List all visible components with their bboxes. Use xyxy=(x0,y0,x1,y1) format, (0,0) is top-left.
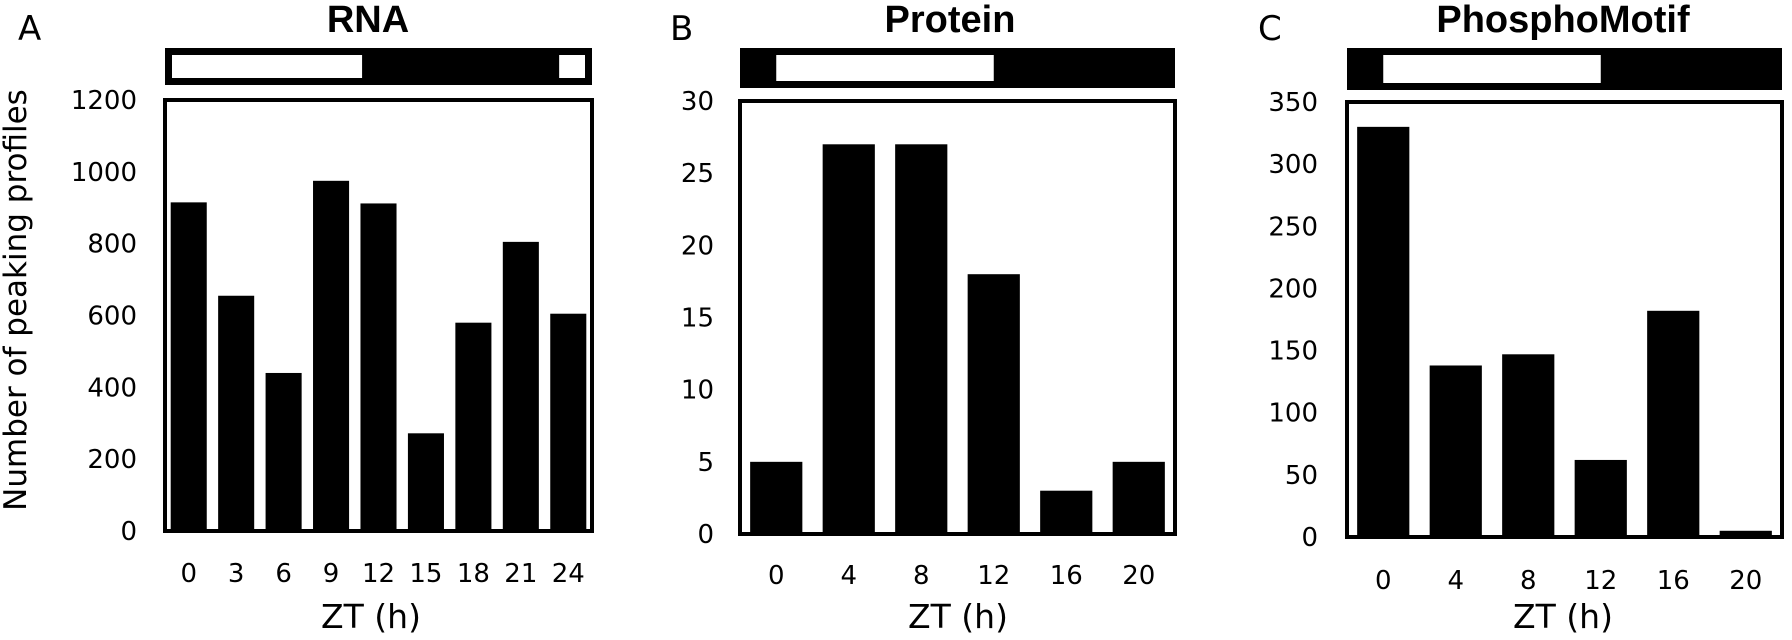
chart-panel: A RNA 0 200 400 600 800 1000 1200 0 3 6 9 12 15 18 21 24 Z… xyxy=(18,0,594,636)
bar xyxy=(1719,530,1772,537)
y-tick-label: 0 xyxy=(120,517,137,547)
y-tick-label: 1200 xyxy=(71,86,137,116)
x-tick-label: 12 xyxy=(977,561,1010,591)
y-tick-label: 30 xyxy=(681,87,714,117)
chart-panel: B Protein 0 5 10 15 20 25 30 0 4 8 12 16 20 ZT (h) xyxy=(670,0,1177,636)
y-tick-label: 10 xyxy=(681,376,714,406)
x-tick-label: 12 xyxy=(362,559,395,589)
y-tick-label: 400 xyxy=(87,373,137,403)
bar xyxy=(550,313,587,531)
plot-frame xyxy=(738,99,1177,536)
y-tick-label: 350 xyxy=(1268,88,1318,118)
x-tick-label: 3 xyxy=(228,559,245,589)
bar xyxy=(1574,459,1627,537)
chart-title: RNA xyxy=(327,0,409,41)
bar xyxy=(407,433,444,531)
y-tick-label: 25 xyxy=(681,159,714,189)
y-tick-label: 300 xyxy=(1268,150,1318,180)
bar xyxy=(822,144,875,535)
bar xyxy=(750,461,803,534)
bar xyxy=(455,322,492,531)
y-tick-label: 20 xyxy=(681,231,714,261)
bar xyxy=(1502,354,1555,537)
bar xyxy=(1040,490,1093,534)
y-tick-label: 0 xyxy=(697,520,714,550)
x-tick-label: 0 xyxy=(180,559,197,589)
x-tick-label: 21 xyxy=(504,559,537,589)
y-axis-label: Number of peaking profiles xyxy=(0,89,34,511)
plot-frame xyxy=(1345,100,1784,539)
x-tick-label: 4 xyxy=(1447,566,1464,596)
y-tick-label: 600 xyxy=(87,302,137,332)
chart-title: Protein xyxy=(885,0,1016,41)
chart-title: PhosphoMotif xyxy=(1436,0,1690,41)
light-phase-segment xyxy=(1383,55,1601,83)
x-tick-label: 16 xyxy=(1657,566,1690,596)
y-tick-label: 5 xyxy=(697,448,714,478)
bar xyxy=(1429,365,1482,537)
y-tick-label: 250 xyxy=(1268,212,1318,242)
y-tick-label: 200 xyxy=(87,445,137,475)
x-axis-label: ZT (h) xyxy=(321,597,421,636)
bar xyxy=(1647,310,1700,537)
bar xyxy=(313,180,350,531)
bar xyxy=(360,203,397,531)
x-tick-label: 12 xyxy=(1584,566,1617,596)
light-phase-segment xyxy=(172,55,363,78)
x-tick-label: 18 xyxy=(457,559,490,589)
panel-letter: A xyxy=(18,9,41,49)
x-axis-label: ZT (h) xyxy=(1513,597,1613,636)
x-tick-label: 0 xyxy=(1375,566,1392,596)
bar xyxy=(1112,461,1165,534)
x-tick-label: 16 xyxy=(1050,561,1083,591)
x-tick-label: 15 xyxy=(409,559,442,589)
bar xyxy=(967,274,1020,534)
y-tick-label: 1000 xyxy=(71,158,137,188)
x-tick-label: 8 xyxy=(913,561,930,591)
bar xyxy=(502,241,539,531)
y-tick-label: 200 xyxy=(1268,274,1318,304)
x-tick-label: 4 xyxy=(840,561,857,591)
y-tick-label: 800 xyxy=(87,230,137,260)
x-tick-label: 20 xyxy=(1122,561,1155,591)
y-tick-label: 50 xyxy=(1285,461,1318,491)
y-tick-label: 15 xyxy=(681,304,714,334)
bar xyxy=(895,144,948,535)
y-tick-label: 100 xyxy=(1268,399,1318,429)
x-tick-label: 6 xyxy=(275,559,292,589)
bar xyxy=(170,202,207,532)
x-tick-label: 0 xyxy=(768,561,785,591)
light-phase-segment xyxy=(559,55,585,78)
bar xyxy=(265,372,302,531)
light-phase-segment xyxy=(776,55,994,81)
panel-letter: C xyxy=(1258,9,1282,49)
panel-letter: B xyxy=(670,9,693,49)
x-tick-label: 9 xyxy=(323,559,340,589)
bar xyxy=(218,295,255,531)
x-tick-label: 24 xyxy=(552,559,585,589)
bar xyxy=(1357,126,1410,537)
y-tick-label: 150 xyxy=(1268,337,1318,367)
y-tick-label: 0 xyxy=(1301,523,1318,553)
x-axis-label: ZT (h) xyxy=(908,597,1008,636)
x-tick-label: 20 xyxy=(1729,566,1762,596)
chart-panel: C PhosphoMotif 0 50 100 150 200 250 300 350 0 4 8 12 1… xyxy=(1258,0,1784,636)
x-tick-label: 8 xyxy=(1520,566,1537,596)
